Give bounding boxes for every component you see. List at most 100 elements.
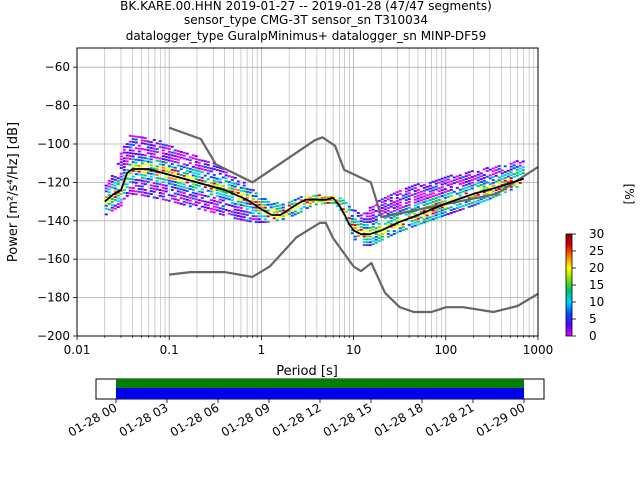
pdf-cell	[191, 171, 195, 174]
pdf-cell	[161, 186, 165, 189]
pdf-cell	[161, 143, 165, 146]
pdf-cell	[512, 184, 516, 187]
pdf-cell	[374, 241, 378, 244]
pdf-cell	[119, 190, 123, 192]
pdf-cell	[443, 196, 447, 199]
pdf-cell	[458, 188, 462, 191]
pdf-cell	[152, 170, 156, 173]
pdf-cell	[122, 148, 126, 151]
pdf-cell	[365, 241, 369, 244]
pdf-cell	[146, 192, 150, 195]
pdf-cell	[422, 212, 426, 215]
pdf-cell	[152, 190, 156, 193]
pdf-cell	[215, 194, 219, 197]
pdf-cell	[470, 204, 474, 207]
pdf-cell	[182, 166, 186, 169]
title-line-3: datalogger_type GuralpMinimus+ datalogge…	[126, 29, 487, 43]
pdf-cell	[251, 212, 255, 215]
pdf-cell	[437, 210, 441, 213]
pdf-cell	[470, 184, 474, 187]
pdf-cell	[482, 174, 486, 177]
pdf-cell	[416, 223, 420, 226]
pdf-cell	[215, 166, 219, 169]
pdf-cell	[386, 212, 390, 215]
pdf-cell	[251, 189, 255, 192]
pdf-cell	[128, 172, 132, 175]
pdf-cell	[305, 195, 309, 198]
pdf-cell	[269, 206, 273, 209]
pdf-cell	[245, 202, 249, 205]
pdf-cell	[311, 200, 315, 203]
pdf-cell	[287, 213, 291, 216]
pdf-cell	[497, 164, 501, 167]
pdf-cell	[170, 186, 174, 189]
pdf-cell	[224, 203, 228, 206]
pdf-cell	[230, 202, 234, 204]
pdf-cell	[374, 210, 378, 212]
pdf-cell	[428, 199, 432, 202]
pdf-cell	[176, 178, 180, 181]
pdf-cell	[500, 183, 504, 186]
pdf-cell	[164, 153, 168, 155]
pdf-cell	[233, 217, 237, 220]
pdf-cell	[317, 194, 321, 197]
pdf-cell	[200, 171, 204, 174]
pdf-cell	[392, 233, 396, 235]
colorbar-ticks: 0 5 10 15 20 25 30	[572, 227, 604, 343]
pdf-cell	[425, 200, 429, 203]
pdf-cell	[224, 177, 228, 180]
pdf-cell	[155, 176, 159, 179]
pdf-cell	[203, 174, 207, 177]
pdf-cell	[257, 221, 261, 224]
pdf-cell	[410, 188, 414, 191]
pdf-cell	[512, 173, 516, 175]
pdf-cell	[224, 180, 228, 183]
pdf-cell	[353, 209, 357, 212]
pdf-cell	[248, 188, 252, 191]
pdf-cell	[179, 165, 183, 168]
pdf-cell	[227, 181, 231, 183]
pdf-cell	[170, 166, 174, 168]
pdf-cell	[176, 199, 180, 202]
pdf-cell	[131, 143, 135, 146]
pdf-cell	[257, 212, 261, 215]
pdf-cell	[248, 211, 252, 214]
pdf-cell	[248, 205, 252, 208]
pdf-cell	[467, 200, 471, 202]
pdf-cell	[380, 204, 384, 207]
pdf-cell	[206, 201, 210, 204]
pdf-cell	[440, 212, 444, 215]
pdf-cell	[206, 169, 210, 172]
pdf-cell	[365, 226, 369, 229]
pdf-cell	[230, 187, 234, 190]
pdf-cell	[158, 194, 162, 197]
pdf-cell	[161, 198, 165, 201]
pdf-cell	[368, 229, 372, 232]
pdf-cell	[104, 201, 108, 204]
pdf-cell	[476, 185, 480, 188]
pdf-cell	[122, 183, 126, 186]
pdf-cell	[194, 166, 198, 169]
pdf-cell	[197, 173, 201, 176]
pdf-cell	[185, 201, 189, 204]
pdf-cell	[161, 189, 165, 192]
pdf-cell	[188, 193, 192, 196]
pdf-cell	[173, 192, 177, 195]
pdf-cell	[254, 221, 258, 224]
pdf-cell	[383, 199, 387, 202]
pdf-cell	[218, 192, 222, 195]
pdf-cell	[161, 166, 165, 169]
pdf-cell	[230, 179, 234, 181]
title-line-2: sensor_type CMG-3T sensor_sn T310034	[184, 13, 428, 27]
pdf-cell	[404, 204, 408, 207]
pdf-cell	[446, 184, 450, 187]
pdf-cell	[128, 181, 132, 183]
pdf-cell	[443, 205, 447, 208]
pdf-cell	[173, 195, 177, 198]
pdf-cell	[152, 167, 156, 170]
pdf-cell	[416, 188, 420, 191]
pdf-cell	[209, 176, 213, 179]
pdf-cell	[182, 183, 186, 186]
pdf-cell	[473, 183, 477, 186]
pdf-cell	[446, 181, 450, 184]
